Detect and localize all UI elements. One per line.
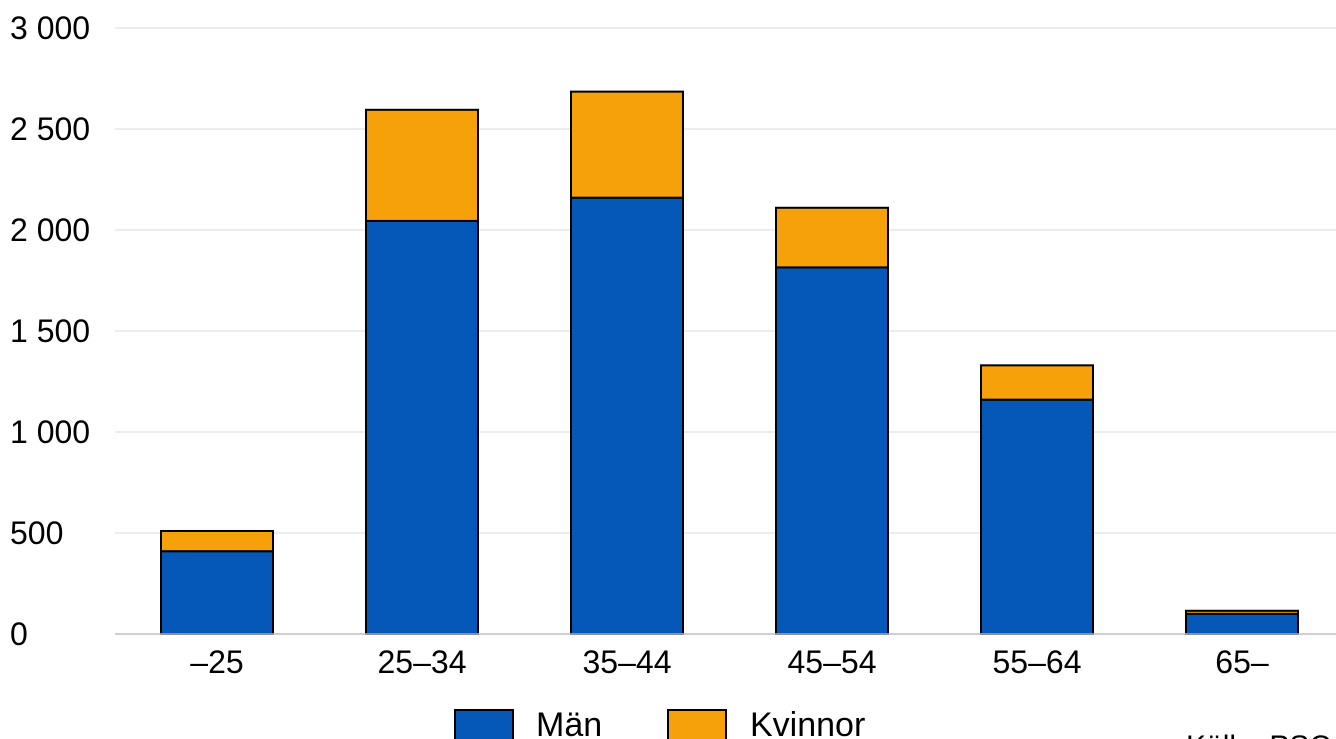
- y-tick-label: 1 000: [10, 414, 90, 450]
- y-axis-tick-labels: 0 500 1 000 1 500 2 000 2 500 3 000: [10, 10, 90, 652]
- bar-segment-kvinnor: [365, 108, 479, 222]
- legend-label-man: Män: [536, 706, 602, 739]
- y-tick-label: 2 500: [10, 111, 90, 147]
- y-tick-label: 1 500: [10, 313, 90, 349]
- bar-segment-man: [775, 266, 889, 635]
- y-tick-label: 2 000: [10, 212, 90, 248]
- y-tick-label: 500: [10, 515, 63, 551]
- legend: Män Kvinnor: [454, 706, 865, 739]
- legend-swatch-man: [454, 709, 514, 739]
- y-tick-label: 0: [10, 616, 28, 652]
- bar-segment-man: [365, 219, 479, 635]
- legend-label-kvinnor: Kvinnor: [750, 706, 865, 739]
- x-tick-label: 35–44: [583, 644, 672, 680]
- bar-segment-kvinnor: [775, 206, 889, 269]
- x-axis-tick-labels: –25 25–34 35–44 45–54 55–64 65–: [190, 644, 1269, 680]
- bar-segment-kvinnor: [1185, 609, 1299, 615]
- source-label: Källa: PSC: [1186, 730, 1331, 739]
- bar-segment-man: [160, 550, 274, 635]
- bar-segment-kvinnor: [160, 529, 274, 553]
- x-tick-label: 45–54: [788, 644, 877, 680]
- bar-segment-kvinnor: [570, 90, 684, 199]
- bar-segment-man: [980, 398, 1094, 635]
- x-tick-label: 25–34: [378, 644, 467, 680]
- y-tick-label: 3 000: [10, 10, 90, 46]
- x-tick-label: 65–: [1215, 644, 1269, 680]
- legend-swatch-kvinnor: [667, 709, 727, 739]
- gridlines: [115, 27, 1336, 534]
- bars: [160, 90, 1299, 635]
- x-tick-label: 55–64: [993, 644, 1082, 680]
- bar-segment-kvinnor: [980, 364, 1094, 401]
- bar-segment-man: [1185, 612, 1299, 635]
- x-tick-label: –25: [190, 644, 243, 680]
- bar-segment-man: [570, 196, 684, 635]
